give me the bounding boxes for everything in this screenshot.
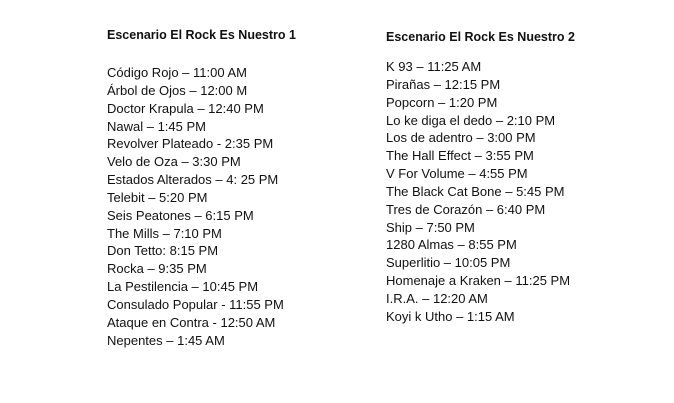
schedule-item: 1280 Almas – 8:55 PM bbox=[386, 237, 517, 253]
schedule-item: Los de adentro – 3:00 PM bbox=[386, 130, 536, 146]
stage-2-title: Escenario El Rock Es Nuestro 2 bbox=[386, 30, 575, 44]
schedule-item: Nepentes – 1:45 AM bbox=[107, 332, 225, 348]
schedule-item: Ataque en Contra - 12:50 AM bbox=[107, 314, 276, 330]
schedule-item: Homenaje a Kraken – 11:25 PM bbox=[386, 273, 571, 289]
schedule-item: Popcorn – 1:20 PM bbox=[386, 94, 498, 110]
stage-1-title: Escenario El Rock Es Nuestro 1 bbox=[107, 28, 296, 42]
stage-1-list: Código Rojo – 11:00 AM Árbol de Ojos – 12… bbox=[107, 64, 296, 350]
schedule-item: Doctor Krapula – 12:40 PM bbox=[107, 100, 264, 116]
schedule-item: Árbol de Ojos – 12:00 M bbox=[107, 82, 248, 98]
schedule-item: The Mills – 7:10 PM bbox=[107, 225, 222, 241]
schedule-item: La Pestilencia – 10:45 PM bbox=[107, 279, 259, 295]
schedule-item: Nawal – 1:45 PM bbox=[107, 118, 206, 134]
schedule-item: Consulado Popular - 11:55 PM bbox=[107, 296, 284, 312]
stage-2-schedule: Escenario El Rock Es Nuestro 2 K 93 – 11… bbox=[386, 28, 575, 326]
schedule-item: Código Rojo – 11:00 AM bbox=[107, 65, 247, 80]
stage-2-list: K 93 – 11:25 AM Pirañas – 12:15 PM Popcorn… bbox=[386, 58, 575, 326]
schedule-item: V For Volume – 4:55 PM bbox=[386, 166, 528, 182]
schedule-item: Lo ke diga el dedo – 2:10 PM bbox=[386, 112, 556, 128]
schedule-item: Seis Peatones – 6:15 PM bbox=[107, 207, 254, 223]
schedule-item: Telebit – 5:20 PM bbox=[107, 189, 208, 205]
schedule-item: K 93 – 11:25 AM bbox=[386, 59, 482, 74]
schedule-item: Superlitio – 10:05 PM bbox=[386, 255, 511, 271]
stage-1-schedule: Escenario El Rock Es Nuestro 1 Código Ro… bbox=[107, 26, 296, 350]
schedule-item: Koyi k Utho – 1:15 AM bbox=[386, 308, 515, 324]
schedule-item: Don Tetto: 8:15 PM bbox=[107, 243, 219, 259]
schedule-item: Ship – 7:50 PM bbox=[386, 219, 475, 235]
schedule-item: Revolver Plateado - 2:35 PM bbox=[107, 136, 274, 152]
schedule-item: Rocka – 9:35 PM bbox=[107, 261, 207, 277]
schedule-item: Pirañas – 12:15 PM bbox=[386, 76, 501, 92]
schedule-item: Velo de Oza – 3:30 PM bbox=[107, 154, 241, 170]
schedule-item: Tres de Corazón – 6:40 PM bbox=[386, 201, 546, 217]
schedule-item: Estados Alterados – 4: 25 PM bbox=[107, 172, 279, 188]
schedule-item: I.R.A. – 12:20 AM bbox=[386, 290, 488, 306]
schedule-item: The Black Cat Bone – 5:45 PM bbox=[386, 183, 565, 199]
schedule-item: The Hall Effect – 3:55 PM bbox=[386, 148, 534, 164]
